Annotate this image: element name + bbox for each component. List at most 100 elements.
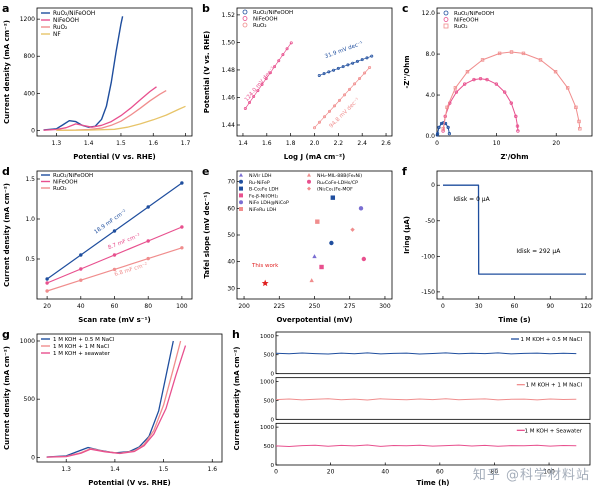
svg-text:12.0: 12.0 xyxy=(422,10,436,17)
panel-c-chart: c 0 10 20 0.0 4.0 8.0 12.0 Z'/Ohm -Z''/Ohm RuO₂/Ni… xyxy=(402,2,593,161)
svg-text:1 M KOH + Seawater: 1 M KOH + Seawater xyxy=(524,428,582,434)
svg-text:124.0 mV dec⁻¹: 124.0 mV dec⁻¹ xyxy=(243,65,276,103)
svg-text:0.0: 0.0 xyxy=(425,133,435,140)
svg-text:2.6: 2.6 xyxy=(381,140,391,147)
svg-text:NiVIr LDH: NiVIr LDH xyxy=(249,173,272,179)
svg-text:2.0: 2.0 xyxy=(310,140,320,147)
svg-text:500: 500 xyxy=(264,444,275,450)
svg-text:225: 225 xyxy=(274,303,286,310)
svg-text:Log J (mA cm⁻²): Log J (mA cm⁻²) xyxy=(284,153,346,161)
svg-text:Potential (V vs. RHE): Potential (V vs. RHE) xyxy=(88,479,170,487)
svg-text:800: 800 xyxy=(24,53,36,60)
watermark: 知乎 @科学材料站 xyxy=(472,468,590,483)
svg-text:Current density (mA cm⁻²): Current density (mA cm⁻²) xyxy=(3,346,11,450)
svg-text:Idisk = 292 μA: Idisk = 292 μA xyxy=(516,248,561,255)
svg-text:NiFeOOH: NiFeOOH xyxy=(454,18,479,24)
svg-text:40: 40 xyxy=(381,469,389,476)
svg-text:Overpotential (mV): Overpotential (mV) xyxy=(276,316,352,324)
svg-text:Tafel slope (mV dec⁻¹): Tafel slope (mV dec⁻¹) xyxy=(203,191,211,278)
svg-text:1.8: 1.8 xyxy=(286,140,296,147)
svg-text:20: 20 xyxy=(552,140,560,147)
svg-text:18.9 mF cm⁻²: 18.9 mF cm⁻² xyxy=(93,208,128,235)
svg-text:120: 120 xyxy=(580,303,592,310)
svg-text:-50: -50 xyxy=(425,218,435,225)
svg-text:NH₂-MIL-88B(Fe₂Ni): NH₂-MIL-88B(Fe₂Ni) xyxy=(317,173,362,179)
svg-text:0: 0 xyxy=(271,463,275,469)
svg-text:1.50: 1.50 xyxy=(222,39,236,46)
svg-text:1000: 1000 xyxy=(20,338,35,345)
svg-text:1.3: 1.3 xyxy=(61,466,71,473)
svg-text:1.52: 1.52 xyxy=(222,12,236,19)
panel-b-chart: b 1.4 1.6 1.8 2.0 2.2 2.4 2.6 1.44 1.46 1.48 1.50 1.… xyxy=(202,2,393,161)
svg-text:d: d xyxy=(2,165,10,178)
svg-text:10: 10 xyxy=(493,140,501,147)
panel-a-lsv-plot: a 1.3 1.4 1.5 1.6 1.7 0 400 800 1200 Potential (V … xyxy=(0,0,200,163)
svg-text:50: 50 xyxy=(227,232,235,239)
svg-text:0: 0 xyxy=(31,454,35,461)
svg-text:Idisk = 0 μA: Idisk = 0 μA xyxy=(453,196,490,203)
panel-d-chart: d 20 40 60 80 100 0.5 1.0 1.5 Scan rate (mV s⁻¹) C… xyxy=(2,165,193,324)
svg-text:1 M KOH + seawater: 1 M KOH + seawater xyxy=(53,351,111,357)
svg-text:0: 0 xyxy=(274,469,278,476)
svg-text:1 M KOH + 0.5 M NaCl: 1 M KOH + 0.5 M NaCl xyxy=(521,337,583,343)
svg-text:NiFeOOH: NiFeOOH xyxy=(53,18,79,24)
svg-text:20: 20 xyxy=(43,303,51,310)
panel-b-tafel-plot: b 1.4 1.6 1.8 2.0 2.2 2.4 2.6 1.44 1.46 1.48 1.50 1.… xyxy=(200,0,400,163)
svg-text:40: 40 xyxy=(227,259,235,266)
svg-text:0: 0 xyxy=(271,372,275,378)
svg-text:1000: 1000 xyxy=(260,379,274,385)
svg-text:1.6: 1.6 xyxy=(262,140,272,147)
svg-text:300: 300 xyxy=(379,303,391,310)
svg-text:94.8 mV dec⁻¹: 94.8 mV dec⁻¹ xyxy=(328,96,361,129)
svg-text:RuO₂/NiFeOOH: RuO₂/NiFeOOH xyxy=(53,11,95,17)
svg-text:200: 200 xyxy=(238,303,250,310)
svg-text:NiFe LDH@NiCoP: NiFe LDH@NiCoP xyxy=(249,200,289,206)
svg-text:1000: 1000 xyxy=(260,334,274,340)
svg-text:Current density (mA cm⁻²): Current density (mA cm⁻²) xyxy=(3,183,11,287)
svg-text:Current density (mA cm⁻²): Current density (mA cm⁻²) xyxy=(233,347,241,451)
svg-text:Current density (mA cm⁻²): Current density (mA cm⁻²) xyxy=(3,20,11,124)
svg-text:0: 0 xyxy=(271,417,275,423)
svg-text:2.2: 2.2 xyxy=(334,140,344,147)
svg-text:Fe-β-Ni(OH)₂: Fe-β-Ni(OH)₂ xyxy=(249,193,278,199)
panel-c-nyquist-plot: c 0 10 20 0.0 4.0 8.0 12.0 Z'/Ohm -Z''/Ohm RuO₂/Ni… xyxy=(400,0,600,163)
svg-text:100: 100 xyxy=(176,303,188,310)
svg-text:Ru-NiFeP: Ru-NiFeP xyxy=(249,180,270,186)
svg-text:60: 60 xyxy=(111,303,119,310)
panel-f-ring-current-plot: f 0 30 60 90 120 0 -50 -100 -150 Time (s) Iring (μA… xyxy=(400,163,600,326)
svg-text:31.9 mV dec⁻¹: 31.9 mV dec⁻¹ xyxy=(324,40,364,60)
svg-text:B-Co₂Fe LDH: B-Co₂Fe LDH xyxy=(249,187,279,193)
svg-text:-Z''/Ohm: -Z''/Ohm xyxy=(403,55,411,88)
svg-text:h: h xyxy=(232,328,240,341)
svg-text:1.6: 1.6 xyxy=(148,140,158,147)
svg-text:b: b xyxy=(202,2,210,15)
svg-text:80: 80 xyxy=(491,469,499,476)
svg-text:RuO₂: RuO₂ xyxy=(53,25,67,31)
svg-text:Potential (V vs. RHE): Potential (V vs. RHE) xyxy=(203,31,211,113)
svg-text:1 M KOH + 0.5 M NaCl: 1 M KOH + 0.5 M NaCl xyxy=(53,337,115,343)
svg-text:0: 0 xyxy=(441,303,445,310)
svg-text:-150: -150 xyxy=(421,289,435,296)
svg-text:0: 0 xyxy=(435,140,439,147)
svg-text:60: 60 xyxy=(511,303,519,310)
svg-text:1.44: 1.44 xyxy=(222,122,236,129)
svg-text:100: 100 xyxy=(543,469,555,476)
svg-text:0.5: 0.5 xyxy=(25,256,35,263)
svg-text:RuO₂: RuO₂ xyxy=(454,24,468,30)
svg-text:NiFeOOH: NiFeOOH xyxy=(53,180,78,186)
svg-text:1.4: 1.4 xyxy=(238,140,248,147)
svg-text:Z'/Ohm: Z'/Ohm xyxy=(500,153,528,161)
svg-text:RuO₂/NiFeOOH: RuO₂/NiFeOOH xyxy=(253,10,293,16)
svg-text:1.7: 1.7 xyxy=(181,140,191,147)
svg-text:250: 250 xyxy=(309,303,321,310)
panel-f-chart: f 0 30 60 90 120 0 -50 -100 -150 Time (s) Iring (μA… xyxy=(402,165,593,324)
svg-text:2.4: 2.4 xyxy=(357,140,367,147)
panel-g-electrolyte-lsv-plot: g 1.3 1.4 1.5 1.6 0 500 1000 Potential (V vs. RH… xyxy=(0,326,230,489)
svg-text:a: a xyxy=(2,2,9,15)
svg-text:20: 20 xyxy=(327,469,335,476)
svg-text:1.3: 1.3 xyxy=(52,140,62,147)
svg-text:Ru₂CoFe-LDHs/CP: Ru₂CoFe-LDHs/CP xyxy=(317,180,358,186)
svg-text:1.46: 1.46 xyxy=(222,94,236,101)
svg-text:4.0: 4.0 xyxy=(425,92,435,99)
svg-text:0: 0 xyxy=(31,127,35,134)
